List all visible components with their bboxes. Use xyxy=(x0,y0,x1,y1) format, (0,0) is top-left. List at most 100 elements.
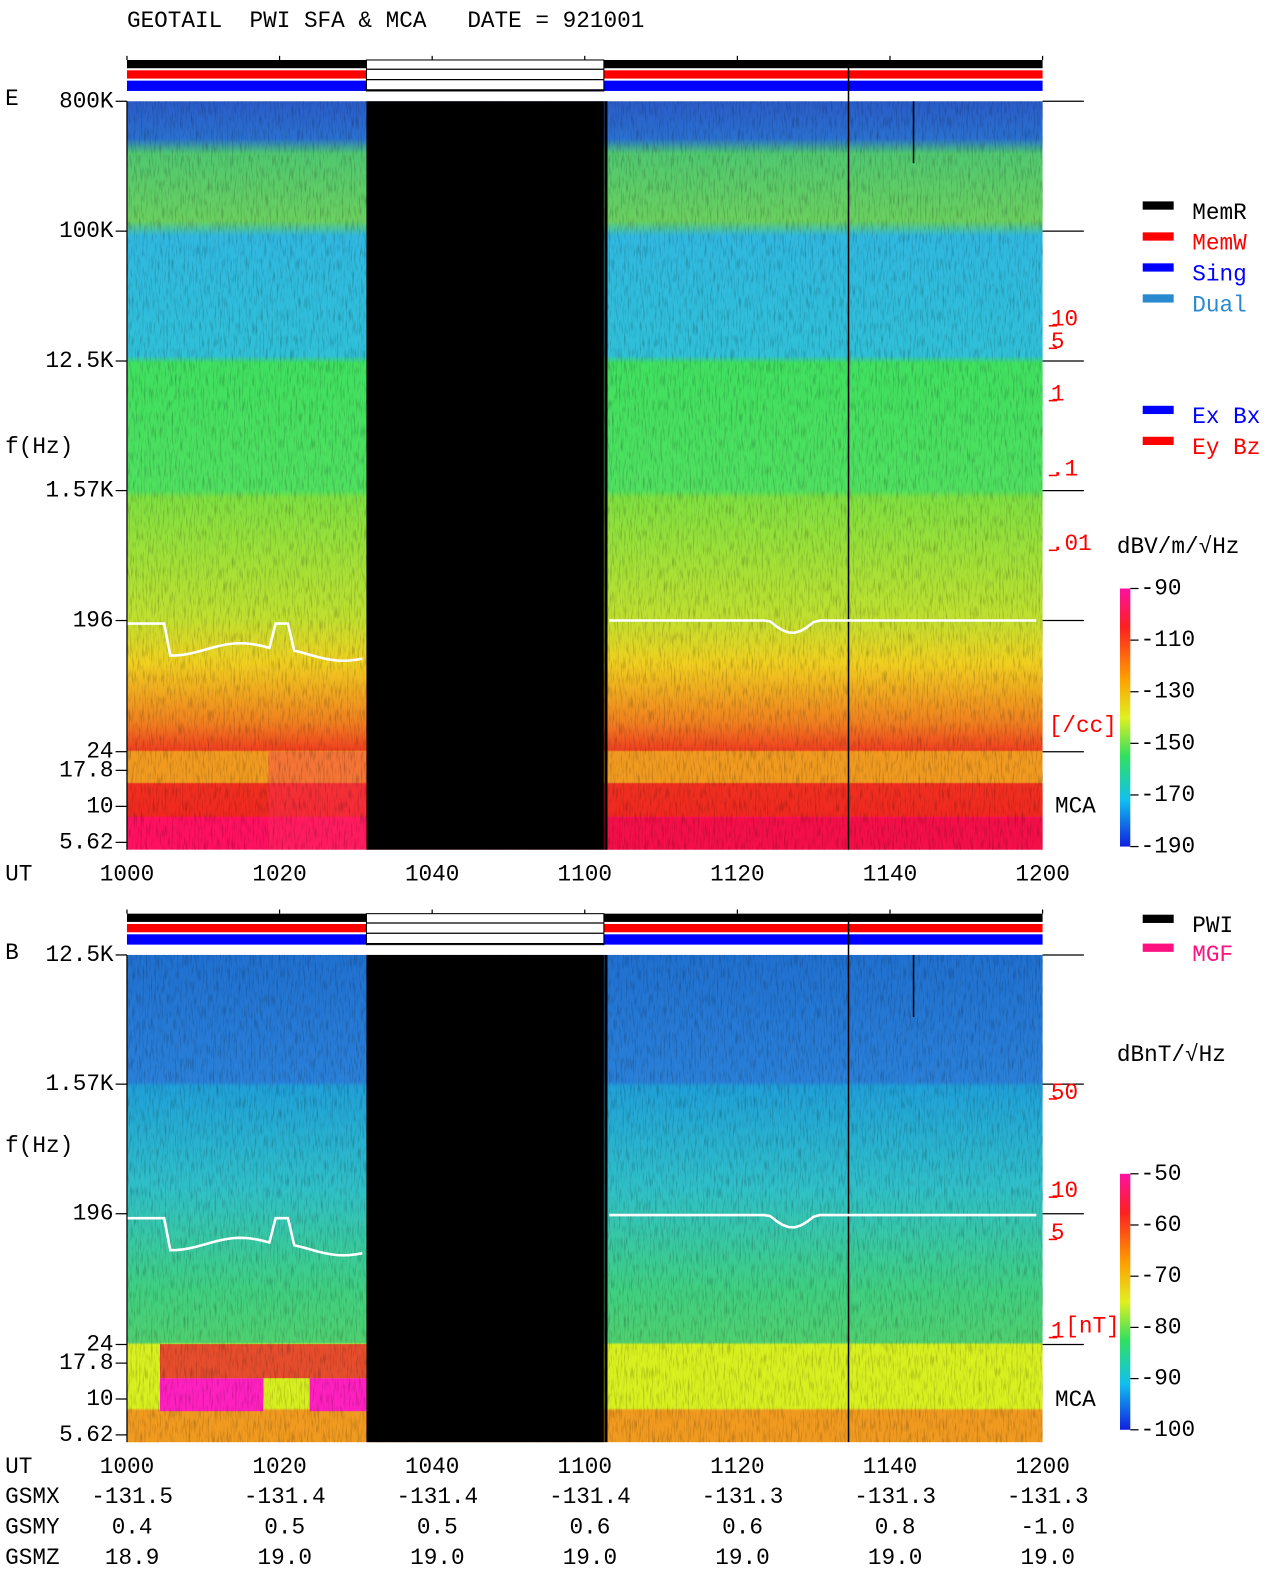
status-bar xyxy=(126,934,367,945)
x-tick-label: 1140 xyxy=(863,1454,917,1480)
density-tick-label: 10 xyxy=(1051,307,1078,333)
y-tick-label: 196 xyxy=(73,608,114,634)
legend-label: Ey Bz xyxy=(1192,435,1260,461)
colorbar-tick-label: -90 xyxy=(1141,576,1182,602)
legend-label: Dual xyxy=(1192,293,1246,319)
y-axis-label: f(Hz) xyxy=(5,434,73,460)
x-tick-label: 1000 xyxy=(100,1454,154,1480)
legend-swatch xyxy=(1142,405,1174,415)
y-tick-label: 24 xyxy=(86,739,113,765)
orbit-row-label: GSMX xyxy=(5,1484,60,1510)
orbit-row-label: GSMZ xyxy=(5,1545,59,1571)
orbit-value: 19.0 xyxy=(410,1545,464,1571)
status-bar xyxy=(126,80,367,91)
colorbar-tick-label: -170 xyxy=(1141,782,1195,808)
plasma-line xyxy=(609,1213,1037,1229)
mca-label: MCA xyxy=(1055,793,1096,819)
legend-swatch xyxy=(1142,232,1174,241)
data-gap xyxy=(366,954,604,1443)
x-tick-label: 1100 xyxy=(558,861,612,887)
orbit-value: 19.0 xyxy=(715,1545,769,1571)
y-tick-label: 24 xyxy=(86,1331,113,1357)
status-bar xyxy=(126,923,367,933)
status-bar xyxy=(126,70,367,79)
orbit-value: -131.3 xyxy=(1007,1484,1089,1510)
legend-swatch xyxy=(1142,943,1174,952)
colorbar-tick-label: -100 xyxy=(1141,1417,1195,1443)
data-gap xyxy=(366,101,604,850)
colorbar-label: dBV/m/√Hz xyxy=(1117,534,1240,560)
plasma-line xyxy=(126,622,363,663)
orbit-value: -131.4 xyxy=(244,1484,326,1510)
orbit-value: 0.8 xyxy=(875,1514,916,1540)
legend-label: PWI xyxy=(1192,913,1233,939)
y-tick-label: 12.5K xyxy=(45,942,113,968)
colorbar xyxy=(1120,1173,1131,1430)
x-tick-label: 1020 xyxy=(252,861,306,887)
x-tick-label: 1000 xyxy=(100,861,154,887)
y-tick-label: 800K xyxy=(59,88,114,114)
legend-swatch xyxy=(1142,914,1174,923)
density-tick-label: 1 xyxy=(1051,1318,1065,1344)
status-bar xyxy=(603,913,1043,922)
status-gap xyxy=(365,59,605,92)
y-tick-label: 17.8 xyxy=(59,1350,113,1376)
orbit-value: 0.4 xyxy=(112,1514,153,1540)
x-tick-label: 1200 xyxy=(1015,1454,1069,1480)
legend-swatch xyxy=(1142,436,1174,446)
density-unit: [/cc] xyxy=(1049,713,1117,739)
legend-label: MemW xyxy=(1192,231,1247,257)
status-bar xyxy=(603,923,1043,933)
orbit-value: 18.9 xyxy=(105,1545,159,1571)
orbit-value: -131.4 xyxy=(396,1484,478,1510)
x-axis-label: UT xyxy=(5,861,32,887)
density-tick-label: .1 xyxy=(1051,456,1078,482)
status-bar xyxy=(126,913,367,922)
panel-label: B xyxy=(5,940,19,966)
y-tick-label: 100K xyxy=(59,218,114,244)
status-bar xyxy=(603,59,1043,69)
colorbar-tick-label: -90 xyxy=(1141,1366,1182,1392)
y-tick-label: 17.8 xyxy=(59,757,113,783)
panel-label: E xyxy=(5,86,19,112)
colorbar-tick-label: -110 xyxy=(1141,627,1195,653)
colorbar-label: dBnT/√Hz xyxy=(1117,1042,1226,1068)
x-tick-label: 1100 xyxy=(558,1454,612,1480)
y-tick-label: 5.62 xyxy=(59,829,113,855)
legend-label: Ex Bx xyxy=(1192,404,1260,430)
legend-swatch xyxy=(1142,201,1174,210)
colorbar-tick-label: -80 xyxy=(1141,1314,1182,1340)
orbit-value: 19.0 xyxy=(868,1545,922,1571)
status-gap xyxy=(365,913,605,946)
orbit-value: 0.6 xyxy=(722,1514,763,1540)
legend-swatch xyxy=(1142,263,1174,272)
orbit-value: 19.0 xyxy=(1021,1545,1075,1571)
status-bar xyxy=(126,59,367,69)
plasma-line xyxy=(609,619,1037,634)
legend-label: Sing xyxy=(1192,262,1246,288)
status-bar xyxy=(603,80,1043,91)
y-tick-label: 196 xyxy=(73,1201,114,1227)
orbit-value: -131.5 xyxy=(91,1484,173,1510)
y-tick-label: 5.62 xyxy=(59,1422,113,1448)
density-unit: [nT] xyxy=(1065,1314,1119,1340)
status-bar xyxy=(603,70,1043,79)
legend-label: MemR xyxy=(1192,200,1247,226)
density-tick-label: .01 xyxy=(1051,531,1092,557)
status-bars xyxy=(126,59,1043,92)
orbit-value: 0.5 xyxy=(264,1514,305,1540)
y-tick-label: 10 xyxy=(86,793,113,819)
orbit-value: -131.3 xyxy=(702,1484,784,1510)
y-axis-label: f(Hz) xyxy=(5,1133,73,1159)
x-tick-label: 1120 xyxy=(710,861,764,887)
orbit-value: -131.4 xyxy=(549,1484,631,1510)
orbit-row-label: GSMY xyxy=(5,1514,60,1540)
orbit-value: -1.0 xyxy=(1021,1514,1075,1540)
orbit-value: 0.5 xyxy=(417,1514,458,1540)
orbit-value: -131.3 xyxy=(854,1484,936,1510)
status-bar xyxy=(603,934,1043,945)
y-tick-label: 10 xyxy=(86,1386,113,1412)
x-tick-label: 1040 xyxy=(405,861,459,887)
